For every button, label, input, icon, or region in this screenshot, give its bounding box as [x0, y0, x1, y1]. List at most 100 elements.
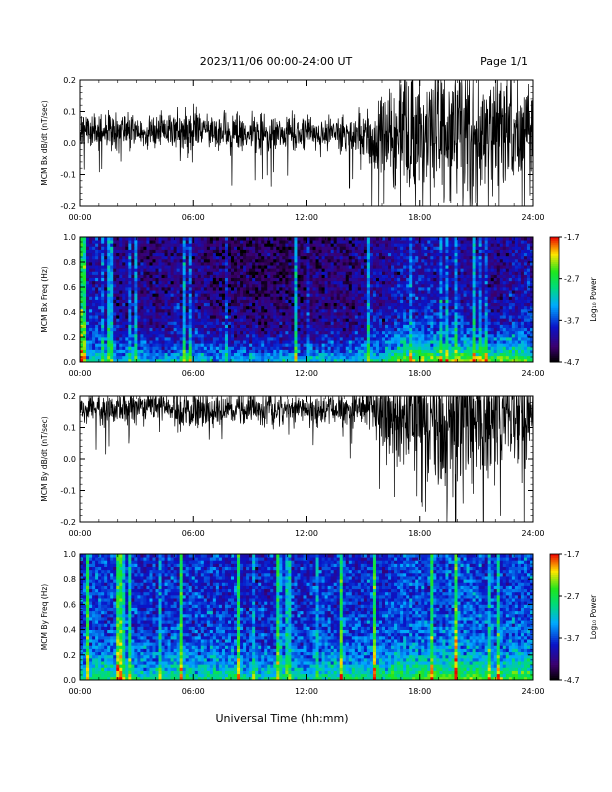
spectrogram-cell: [385, 246, 389, 250]
spectrogram-cell: [113, 252, 117, 257]
spectrogram-cell: [185, 271, 190, 275]
spectrogram-cell: [252, 290, 256, 294]
spectrogram-cell: [209, 358, 214, 363]
spectrogram-cell: [167, 346, 171, 350]
spectrogram-cell: [400, 243, 404, 247]
spectrogram-cell: [89, 355, 93, 360]
spectrogram-cell: [394, 308, 398, 313]
spectrogram-cell: [318, 237, 322, 241]
spectrogram-cell: [158, 271, 162, 275]
spectrogram-cell: [209, 302, 214, 307]
spectrogram-cell: [276, 337, 280, 341]
spectrogram-cell: [409, 283, 413, 288]
spectrogram-cell: [400, 324, 404, 329]
spectrogram-cell: [134, 337, 138, 341]
spectrogram-cell: [291, 240, 295, 244]
spectrogram-cell: [237, 255, 241, 260]
spectrogram-cell: [258, 340, 262, 344]
spectrogram-cell: [324, 321, 329, 325]
spectrogram-cell: [273, 315, 277, 319]
spectrogram-cell: [215, 324, 220, 329]
spectrogram-cell: [122, 296, 126, 300]
spectrogram-cell: [125, 302, 129, 307]
spectrogram-cell: [342, 349, 347, 354]
spectrogram-cell: [357, 340, 362, 344]
spectrogram-cell: [369, 246, 374, 250]
spectrogram-cell: [375, 262, 380, 266]
spectrogram-cell: [369, 302, 374, 307]
spectrogram-cell: [421, 358, 425, 363]
spectrogram-cell: [427, 293, 431, 297]
spectrogram-cell: [113, 277, 117, 282]
spectrogram-cell: [255, 327, 259, 332]
spectrogram-cell: [300, 237, 304, 241]
spectrogram-cell: [385, 277, 389, 282]
spectrogram-cell: [125, 255, 129, 260]
spectrogram-cell: [291, 337, 295, 341]
spectrogram-cell: [348, 268, 353, 272]
spectrogram-cell: [95, 280, 99, 285]
spectrogram-cell: [333, 240, 338, 244]
spectrogram-cell: [104, 321, 108, 325]
spectrogram-cell: [436, 249, 440, 254]
spectrogram-cell: [369, 290, 374, 294]
spectrogram-cell: [360, 237, 365, 241]
spectrogram-cell: [276, 315, 280, 319]
spectrogram-cell: [339, 252, 344, 257]
spectrogram-cell: [246, 346, 250, 350]
spectrogram-cell: [297, 277, 301, 282]
spectrogram-cell: [303, 305, 307, 310]
spectrogram-cell: [409, 358, 413, 363]
spectrogram-cell: [351, 280, 356, 285]
spectrogram-cell: [252, 346, 256, 350]
spectrogram-cell: [409, 315, 413, 319]
spectrogram-cell: [415, 243, 419, 247]
spectrogram-cell: [234, 358, 238, 363]
spectrogram-cell: [372, 352, 377, 357]
spectrogram-cell: [445, 268, 449, 272]
spectrogram-cell: [300, 315, 304, 319]
spectrogram-cell: [342, 240, 347, 244]
spectrogram-cell: [273, 358, 277, 363]
spectrogram-cell: [291, 258, 295, 263]
spectrogram-cell: [391, 346, 395, 350]
spectrogram-cell: [89, 358, 93, 363]
spectrogram-cell: [306, 246, 310, 250]
spectrogram-cell: [158, 252, 162, 257]
spectrogram-cell: [116, 308, 120, 313]
spectrogram-cell: [345, 274, 350, 279]
spectrogram-cell: [221, 262, 226, 266]
spectrogram-cell: [388, 262, 392, 266]
spectrogram-cell: [433, 237, 437, 241]
spectrogram-cell: [388, 268, 392, 272]
spectrogram-cell: [182, 308, 187, 313]
spectrogram-cell: [200, 268, 205, 272]
spectrogram-cell: [318, 268, 322, 272]
spectrogram-cell: [360, 299, 365, 304]
spectrogram-cell: [170, 271, 175, 275]
spectrogram-cell: [164, 296, 168, 300]
spectrogram-cell: [92, 293, 96, 297]
spectrogram-cell: [119, 271, 123, 275]
spectrogram-cell: [176, 318, 181, 322]
spectrogram-cell: [237, 340, 241, 344]
spectrogram-cell: [324, 283, 329, 288]
spectrogram-cell: [306, 271, 310, 275]
spectrogram-cell: [221, 330, 226, 335]
spectrogram-cell: [430, 249, 434, 254]
spectrogram-cell: [297, 287, 301, 291]
spectrogram-cell: [246, 358, 250, 363]
spectrogram-cell: [158, 277, 162, 282]
spectrogram-cell: [261, 337, 265, 341]
spectrogram-cell: [360, 355, 365, 360]
spectrogram-cell: [303, 271, 307, 275]
spectrogram-cell: [415, 327, 419, 332]
spectrogram-cell: [125, 287, 129, 291]
spectrogram-cell: [267, 346, 271, 350]
spectrogram-cell: [406, 277, 410, 282]
spectrogram-cell: [436, 290, 440, 294]
spectrogram-cell: [303, 318, 307, 322]
spectrogram-cell: [342, 271, 347, 275]
spectrogram-cell: [116, 246, 120, 250]
spectrogram-cell: [327, 349, 332, 354]
